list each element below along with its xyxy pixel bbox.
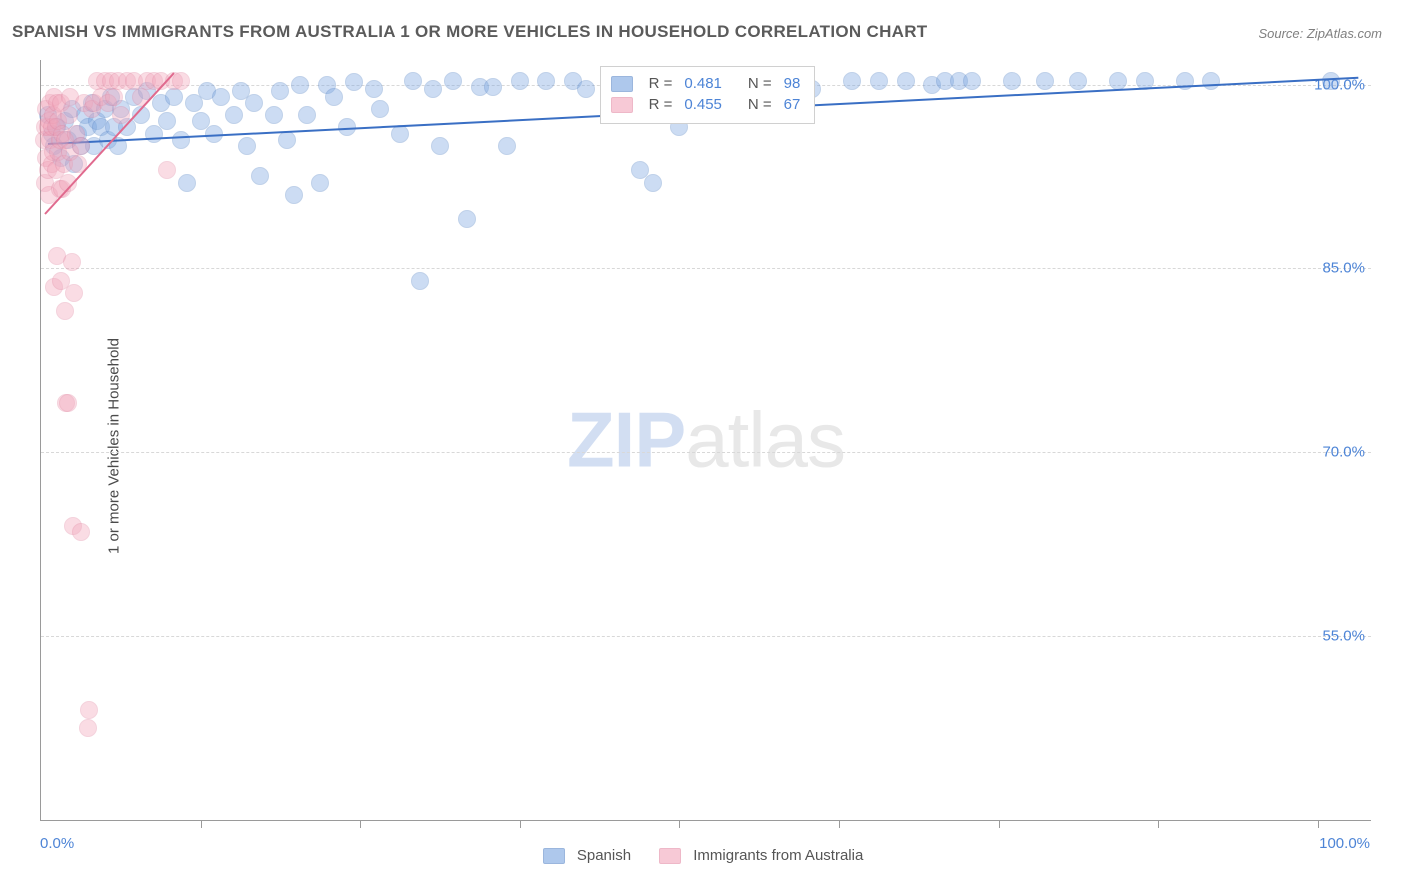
data-point [291, 76, 309, 94]
data-point [178, 174, 196, 192]
watermark-atlas: atlas [685, 396, 845, 484]
data-point [65, 284, 83, 302]
data-point [105, 88, 123, 106]
data-point [238, 137, 256, 155]
data-point [537, 72, 555, 90]
data-point [484, 78, 502, 96]
data-point [365, 80, 383, 98]
data-point [411, 272, 429, 290]
data-point [498, 137, 516, 155]
data-point [1202, 72, 1220, 90]
chart-title: SPANISH VS IMMIGRANTS FROM AUSTRALIA 1 O… [12, 22, 928, 42]
legend-label-spanish: Spanish [577, 847, 631, 864]
correlation-legend: R =0.481N =98R =0.455N =67 [600, 66, 816, 124]
data-point [72, 137, 90, 155]
data-point [165, 88, 183, 106]
x-tick [360, 820, 361, 828]
x-tick [1158, 820, 1159, 828]
data-point [345, 73, 363, 91]
data-point [963, 72, 981, 90]
data-point [56, 302, 74, 320]
data-point [271, 82, 289, 100]
data-point [158, 112, 176, 130]
data-point [1003, 72, 1021, 90]
legend-swatch [611, 97, 633, 113]
data-point [444, 72, 462, 90]
data-point [311, 174, 329, 192]
data-point [1322, 72, 1340, 90]
data-point [265, 106, 283, 124]
data-point [80, 701, 98, 719]
legend-swatch-australia [659, 848, 681, 864]
data-point [371, 100, 389, 118]
data-point [251, 167, 269, 185]
y-tick-label: 55.0% [1322, 628, 1365, 645]
data-point [511, 72, 529, 90]
data-point [79, 719, 97, 737]
watermark-zip: ZIP [567, 396, 685, 484]
data-point [1069, 72, 1087, 90]
source-attribution: Source: ZipAtlas.com [1258, 26, 1382, 41]
legend-swatch-spanish [543, 848, 565, 864]
legend-bottom: Spanish Immigrants from Australia [0, 847, 1406, 864]
data-point [72, 523, 90, 541]
data-point [59, 394, 77, 412]
x-tick [999, 820, 1000, 828]
data-point [897, 72, 915, 90]
legend-swatch [611, 76, 633, 92]
data-point [298, 106, 316, 124]
data-point [63, 253, 81, 271]
data-point [1036, 72, 1054, 90]
data-point [1109, 72, 1127, 90]
gridline [41, 636, 1371, 637]
data-point [278, 131, 296, 149]
x-tick [201, 820, 202, 828]
gridline [41, 268, 1371, 269]
data-point [577, 80, 595, 98]
data-point [245, 94, 263, 112]
data-point [843, 72, 861, 90]
data-point [172, 72, 190, 90]
plot-area: ZIPatlas 100.0%85.0%70.0%55.0%R =0.481N … [40, 60, 1371, 821]
watermark: ZIPatlas [567, 395, 845, 486]
legend-label-australia: Immigrants from Australia [693, 847, 863, 864]
gridline [41, 452, 1371, 453]
x-tick [1318, 820, 1319, 828]
y-tick-label: 70.0% [1322, 444, 1365, 461]
correlation-legend-row: R =0.481N =98 [611, 73, 801, 94]
x-tick [520, 820, 521, 828]
x-tick [839, 820, 840, 828]
data-point [458, 210, 476, 228]
correlation-legend-row: R =0.455N =67 [611, 94, 801, 115]
data-point [404, 72, 422, 90]
data-point [870, 72, 888, 90]
data-point [325, 88, 343, 106]
data-point [158, 161, 176, 179]
data-point [212, 88, 230, 106]
legend-item-spanish: Spanish [543, 847, 631, 864]
data-point [285, 186, 303, 204]
data-point [424, 80, 442, 98]
data-point [431, 137, 449, 155]
data-point [60, 106, 78, 124]
chart-container: SPANISH VS IMMIGRANTS FROM AUSTRALIA 1 O… [0, 0, 1406, 892]
data-point [225, 106, 243, 124]
data-point [644, 174, 662, 192]
data-point [172, 131, 190, 149]
x-tick [679, 820, 680, 828]
legend-item-australia: Immigrants from Australia [659, 847, 863, 864]
y-tick-label: 85.0% [1322, 260, 1365, 277]
